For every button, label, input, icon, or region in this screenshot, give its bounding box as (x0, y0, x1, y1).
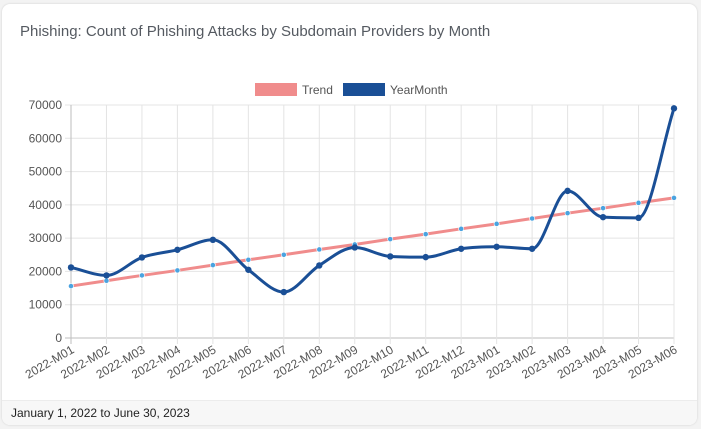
line-chart: 0100002000030000400005000060000700002022… (23, 83, 680, 382)
yearmonth-point (493, 243, 500, 250)
chart-title: Phishing: Count of Phishing Attacks by S… (20, 23, 491, 40)
trend-point (280, 251, 287, 258)
legend-yearmonth-swatch (343, 83, 385, 96)
trend-point (209, 262, 216, 269)
yearmonth-point (351, 244, 358, 251)
y-tick-label: 40000 (29, 198, 63, 212)
trend-point (671, 194, 677, 201)
y-tick-label: 60000 (29, 131, 63, 145)
y-tick-label: 20000 (29, 264, 63, 278)
y-tick-label: 0 (55, 331, 62, 345)
yearmonth-point (564, 187, 571, 195)
trend-point (387, 236, 394, 243)
trend-point (493, 220, 500, 227)
trend-point (600, 205, 606, 212)
yearmonth-point (528, 245, 536, 252)
date-range-label: January 1, 2022 to June 30, 2023 (11, 406, 190, 420)
yearmonth-point (599, 213, 607, 221)
chart-card: Phishing: Count of Phishing Attacks by S… (2, 4, 697, 425)
trend-point (103, 277, 110, 284)
y-tick-label: 50000 (29, 165, 63, 179)
trend-point (564, 210, 571, 217)
trend-point (316, 246, 323, 253)
y-tick-label: 70000 (29, 98, 63, 112)
yearmonth-point (457, 245, 465, 252)
yearmonth-point (387, 253, 394, 260)
yearmonth-point (67, 264, 75, 271)
yearmonth-point (316, 262, 323, 269)
trend-point (529, 215, 536, 222)
trend-point (174, 267, 181, 274)
yearmonth-point (209, 236, 217, 244)
trend-point (635, 199, 642, 206)
yearmonth-line (70, 107, 676, 294)
yearmonth-point (138, 254, 146, 261)
trend-point (68, 283, 74, 289)
trend-point (458, 225, 465, 232)
yearmonth-point (280, 288, 288, 296)
trend-line (70, 196, 675, 288)
yearmonth-point (103, 272, 110, 279)
date-range-footer: January 1, 2022 to June 30, 2023 (2, 400, 697, 425)
trend-point (245, 256, 252, 263)
yearmonth-point (422, 253, 429, 261)
trend-point (139, 272, 145, 279)
y-tick-label: 10000 (29, 298, 63, 312)
yearmonth-point (635, 214, 642, 222)
y-tick-label: 30000 (29, 231, 63, 245)
legend-trend-swatch (255, 83, 297, 96)
legend-yearmonth-label: YearMonth (390, 83, 448, 97)
yearmonth-point (670, 105, 678, 112)
yearmonth-point (245, 266, 252, 273)
legend-trend-label: Trend (302, 83, 333, 97)
yearmonth-point (174, 246, 181, 253)
trend-point (422, 231, 429, 238)
